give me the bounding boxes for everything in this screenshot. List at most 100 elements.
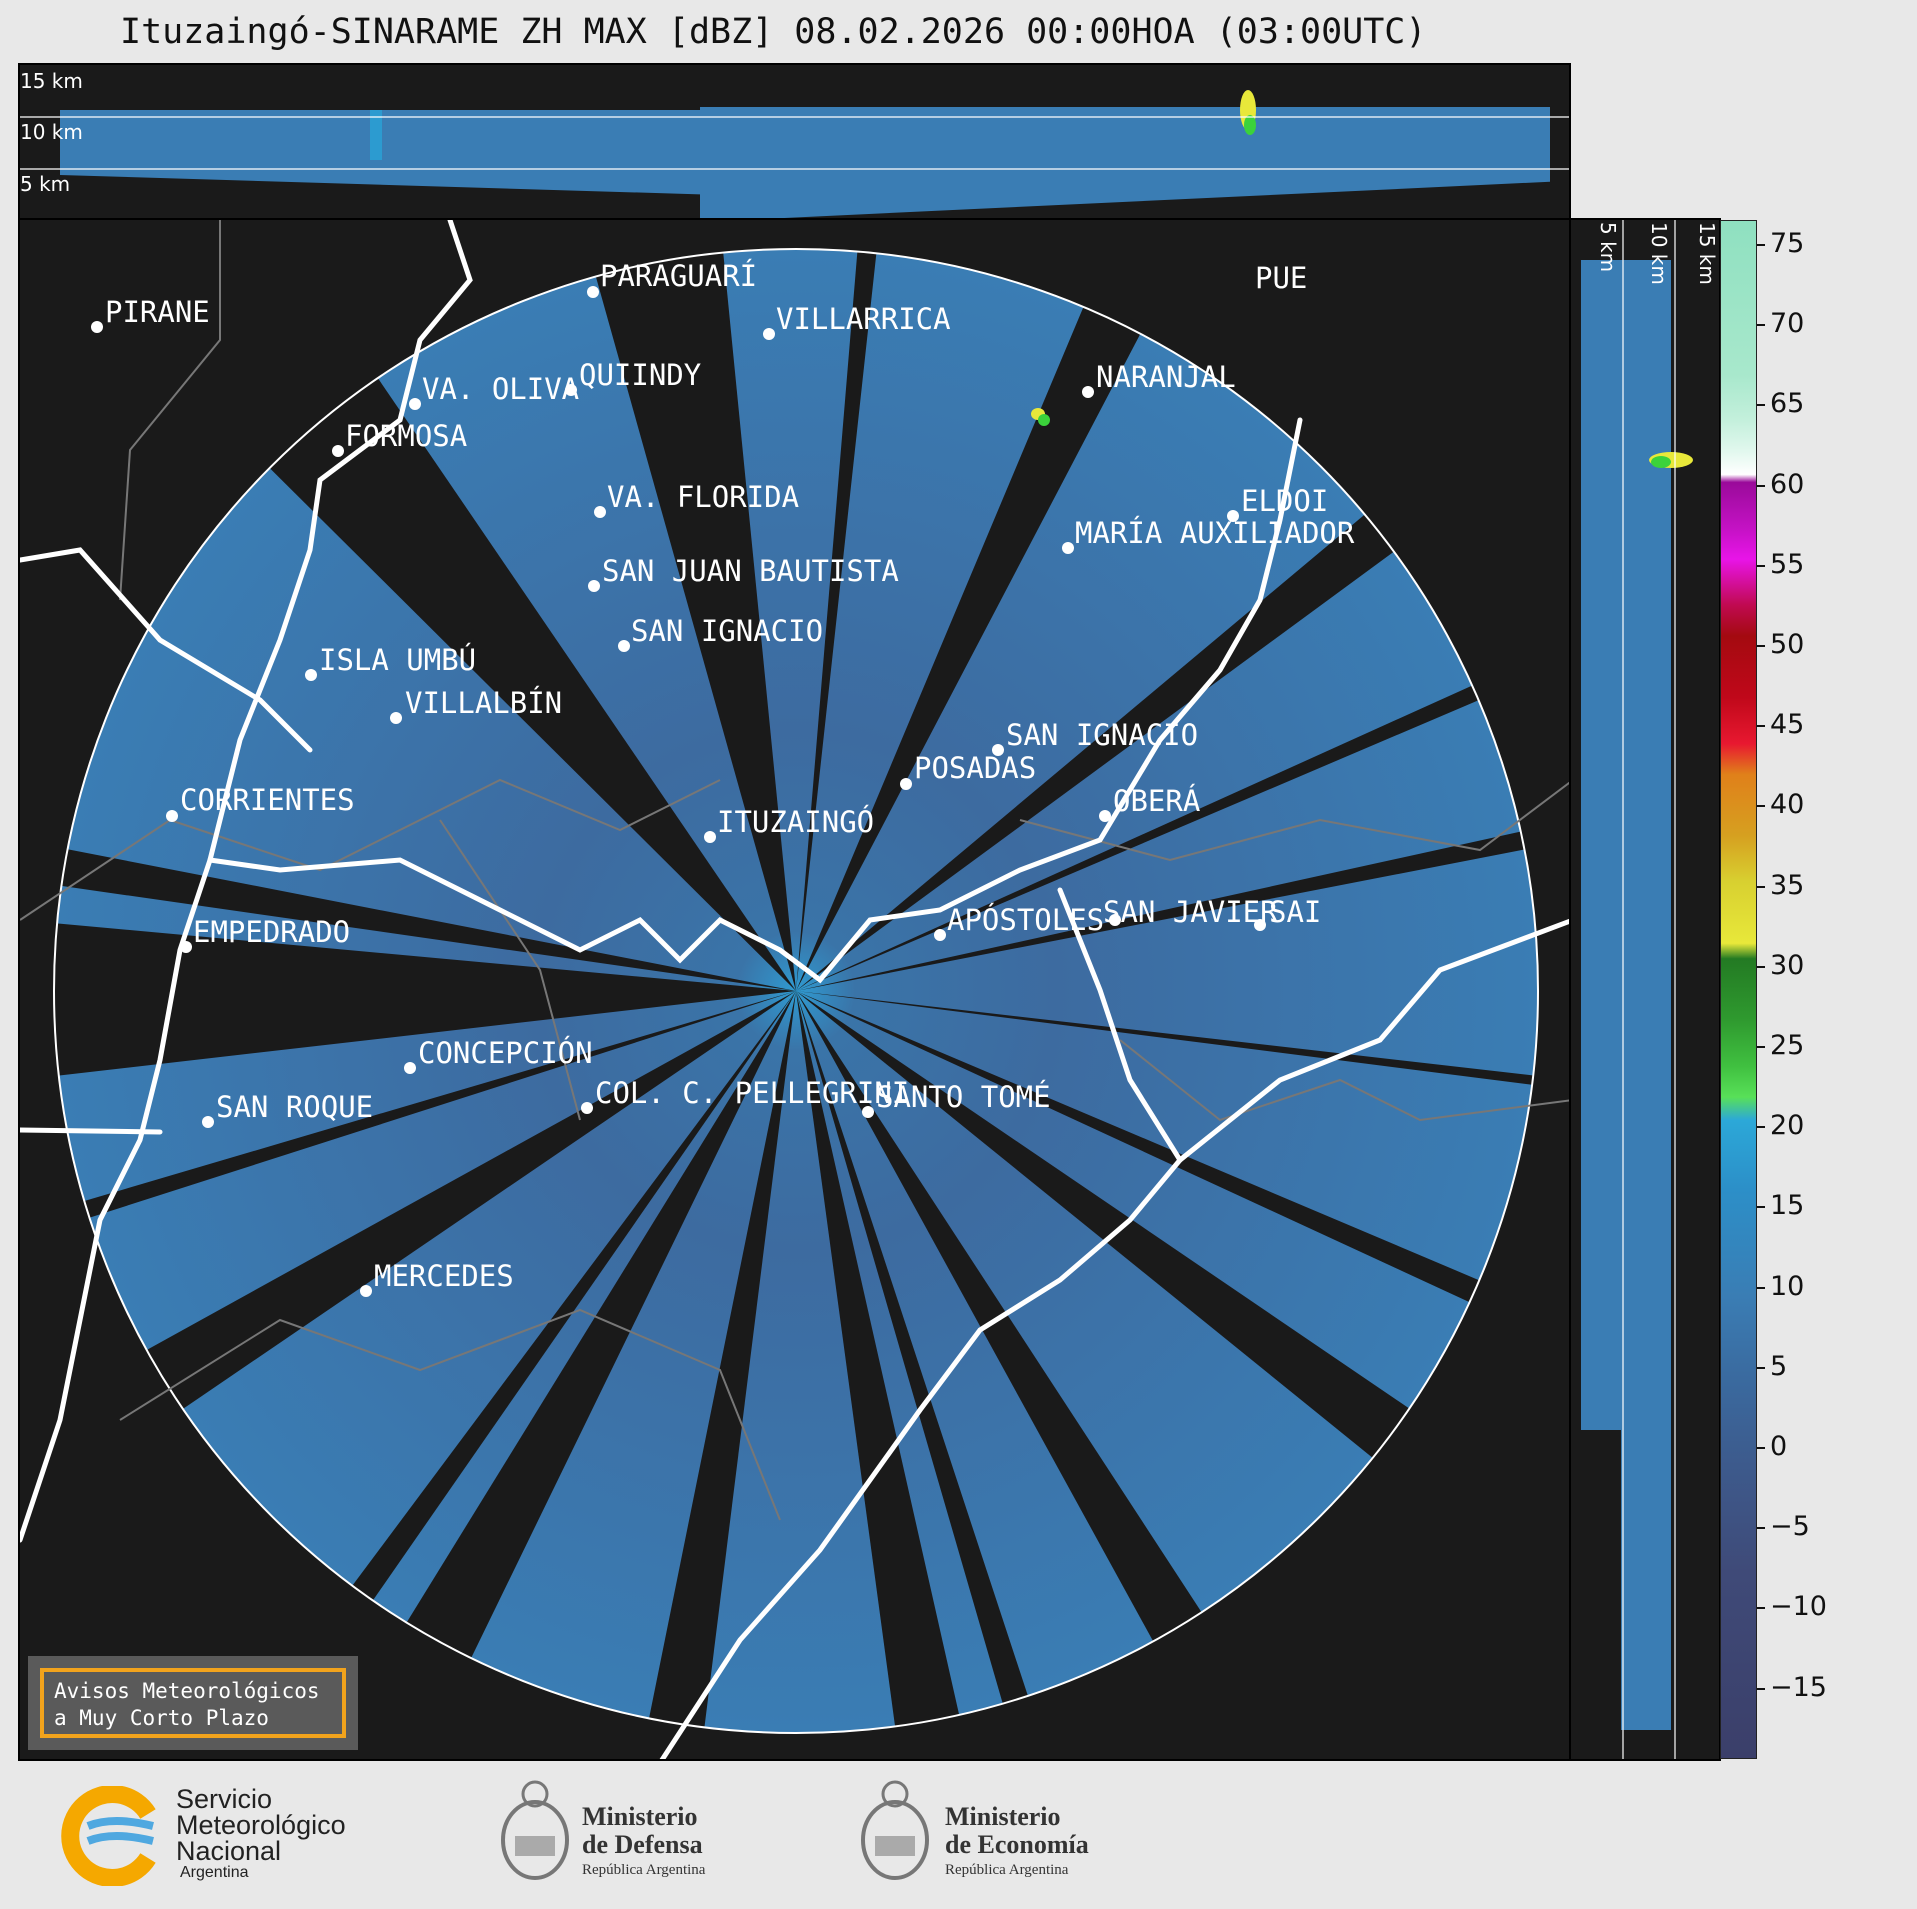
smn-line3: Nacional [176, 1836, 282, 1866]
economia-line1: Ministerio [945, 1802, 1061, 1831]
city-label: FORMOSA [345, 419, 468, 453]
smn-line1: Servicio [176, 1784, 273, 1814]
km-label-10: 10 km [20, 120, 83, 144]
dbz-colorbar [1720, 220, 1757, 1759]
colorbar-tick [1757, 244, 1765, 246]
km-label-10: 10 km [1647, 222, 1671, 285]
city-label: ISLA UMBÚ [319, 643, 477, 677]
colorbar-tick [1757, 564, 1765, 567]
city-label: PIRANE [105, 295, 210, 329]
colorbar-tick-label: 20 [1770, 1110, 1805, 1142]
city-label: MERCEDES [374, 1259, 514, 1293]
colorbar-tick [1757, 1687, 1765, 1690]
economia-line2: de Economía [945, 1830, 1089, 1859]
city-label: ELDOI [1241, 484, 1329, 518]
city-label: SAI [1269, 895, 1322, 929]
city-label: VA. FLORIDA [607, 480, 800, 514]
colorbar-tick-label: 5 [1770, 1350, 1788, 1382]
city-label: SAN IGNACIO [631, 614, 824, 648]
colorbar-tick-label: 50 [1770, 629, 1805, 660]
top-cross-section-plot [20, 90, 1569, 220]
city-label: SAN ROQUE [216, 1090, 374, 1124]
city-label: CONCEPCIÓN [418, 1036, 593, 1070]
colorbar-tick [1757, 725, 1765, 728]
defensa-logo: Ministerio de Defensa República Argentin… [495, 1776, 755, 1896]
city-label: PARAGUARÍ [600, 259, 758, 293]
colorbar-tick-label: 40 [1770, 789, 1805, 821]
colorbar-tick-label: 10 [1770, 1270, 1805, 1302]
colorbar-tick [1757, 1046, 1765, 1048]
radar-range-ring [53, 248, 1539, 1734]
colorbar-tick [1757, 965, 1765, 968]
city-label: VILLARRICA [776, 302, 951, 336]
top-cross-section-panel: 15 km 10 km 5 km [18, 63, 1571, 220]
colorbar-tick [1757, 885, 1765, 888]
colorbar-tick-label: 75 [1770, 228, 1805, 259]
avisos-line1: Avisos Meteorológicos [54, 1679, 320, 1703]
colorbar-tick-label: 30 [1770, 949, 1805, 981]
city-label: NARANJAL [1096, 360, 1236, 394]
city-label: SANTO TOMÉ [876, 1080, 1051, 1114]
city-label: POSADAS [914, 751, 1037, 785]
km-label-5: 5 km [1596, 222, 1620, 273]
colorbar-tick-label: 60 [1770, 468, 1805, 500]
side-cross-section-panel: 5 km 10 km 15 km [1569, 218, 1721, 1761]
economia-line3: República Argentina [945, 1862, 1069, 1878]
colorbar-tick [1757, 1607, 1765, 1610]
city-label: ITUZAINGÓ [717, 805, 875, 839]
colorbar-tick [1757, 324, 1765, 327]
radar-map [20, 220, 1569, 1759]
city-label: SAN IGNACIO [1006, 718, 1199, 752]
city-label: PUE [1255, 261, 1308, 295]
km-label-5: 5 km [20, 172, 71, 196]
colorbar-tick [1757, 645, 1765, 647]
defensa-line2: de Defensa [582, 1830, 703, 1859]
colorbar-tick-label: 35 [1770, 869, 1805, 901]
colorbar-tick [1757, 1447, 1765, 1449]
colorbar-tick [1757, 1126, 1765, 1129]
avisos-box: Avisos Meteorológicos a Muy Corto Plazo [28, 1656, 358, 1750]
smn-logo-icon [61, 1785, 156, 1887]
colorbar-tick-label: 65 [1770, 388, 1805, 420]
colorbar-tick [1757, 1366, 1765, 1369]
city-label: VILLALBÍN [405, 686, 563, 720]
city-label: SAN JUAN BAUTISTA [602, 554, 899, 588]
city-label: APÓSTOLES [947, 903, 1105, 937]
colorbar-tick-label: 15 [1770, 1190, 1805, 1222]
city-label: EMPEDRADO [193, 915, 351, 949]
colorbar-tick-label: 25 [1770, 1030, 1805, 1061]
colorbar-tick-label: 70 [1770, 308, 1805, 340]
colorbar-tick-label: 55 [1770, 548, 1805, 580]
radar-map-panel: PIRANE PARAGUARÍ VILLARRICA PUE QUIINDY … [18, 218, 1571, 1761]
colorbar-tick [1757, 404, 1765, 407]
colorbar-tick-label: −5 [1770, 1511, 1810, 1543]
argentina-coat-of-arms-icon [861, 1780, 929, 1880]
defensa-line3: República Argentina [582, 1862, 706, 1878]
argentina-coat-of-arms-icon [501, 1780, 569, 1880]
km-label-15: 15 km [1695, 222, 1719, 285]
colorbar-tick-label: −10 [1770, 1591, 1827, 1623]
colorbar-tick [1757, 1527, 1765, 1530]
city-label: QUIINDY [579, 358, 702, 392]
city-label: OBERÁ [1113, 784, 1201, 818]
city-label: MARÍA AUXILIADOR [1075, 516, 1355, 550]
side-cross-section-plot [1581, 220, 1693, 1759]
economia-logo: Ministerio de Economía República Argenti… [855, 1776, 1155, 1896]
radar-echo-area [54, 249, 1538, 1733]
city-label: COL. C. PELLEGRINI [595, 1076, 910, 1110]
city-label: SAN JAVIER [1103, 895, 1278, 929]
smn-line4: Argentina [180, 1864, 249, 1881]
smn-logo: Servicio Meteorológico Nacional Argentin… [58, 1784, 378, 1887]
city-label: VA. OLIVA [422, 372, 580, 406]
colorbar-tick [1757, 1286, 1765, 1289]
defensa-line1: Ministerio [582, 1802, 698, 1831]
colorbar-tick-label: 45 [1770, 709, 1805, 741]
colorbar-tick-label: 0 [1770, 1431, 1788, 1462]
chart-title: Ituzaingó-SINARAME ZH MAX [dBZ] 08.02.20… [120, 12, 1427, 52]
smn-line2: Meteorológico [176, 1810, 346, 1840]
avisos-line2: a Muy Corto Plazo [54, 1706, 269, 1730]
colorbar-tick-label: −15 [1770, 1671, 1827, 1703]
colorbar-tick [1757, 484, 1765, 487]
city-label: CORRIENTES [180, 783, 355, 817]
colorbar-tick [1757, 805, 1765, 808]
